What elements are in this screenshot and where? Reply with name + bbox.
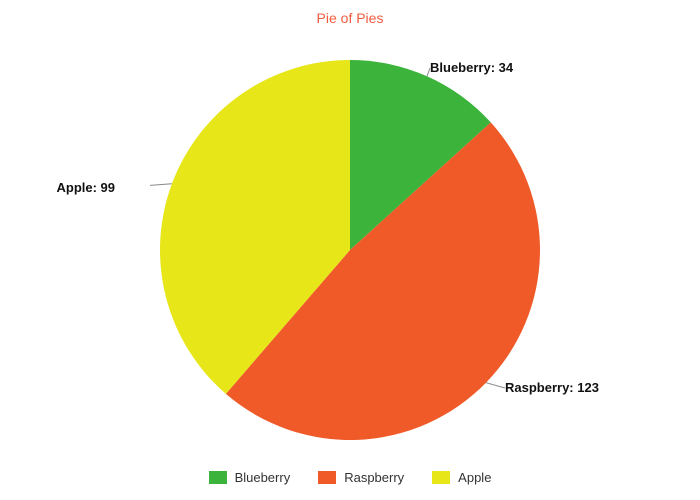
pie-chart xyxy=(150,50,550,450)
slice-label-2: Apple: 99 xyxy=(56,180,115,195)
legend-swatch-apple xyxy=(432,471,450,484)
legend-label-blueberry: Blueberry xyxy=(235,470,291,485)
pie-chart-container: Pie of Pies Blueberry: 34 Raspberry: 123… xyxy=(0,0,700,500)
legend-item-apple[interactable]: Apple xyxy=(432,470,491,485)
legend-item-blueberry[interactable]: Blueberry xyxy=(209,470,291,485)
chart-title: Pie of Pies xyxy=(0,10,700,26)
legend-item-raspberry[interactable]: Raspberry xyxy=(318,470,404,485)
legend-label-apple: Apple xyxy=(458,470,491,485)
legend: Blueberry Raspberry Apple xyxy=(0,470,700,485)
leader-raspberry xyxy=(486,383,505,388)
legend-label-raspberry: Raspberry xyxy=(344,470,404,485)
leader-apple xyxy=(150,184,172,188)
slice-label-0: Blueberry: 34 xyxy=(430,60,513,75)
slice-label-1: Raspberry: 123 xyxy=(505,380,599,395)
pie-slices xyxy=(160,60,540,440)
legend-swatch-blueberry xyxy=(209,471,227,484)
legend-swatch-raspberry xyxy=(318,471,336,484)
